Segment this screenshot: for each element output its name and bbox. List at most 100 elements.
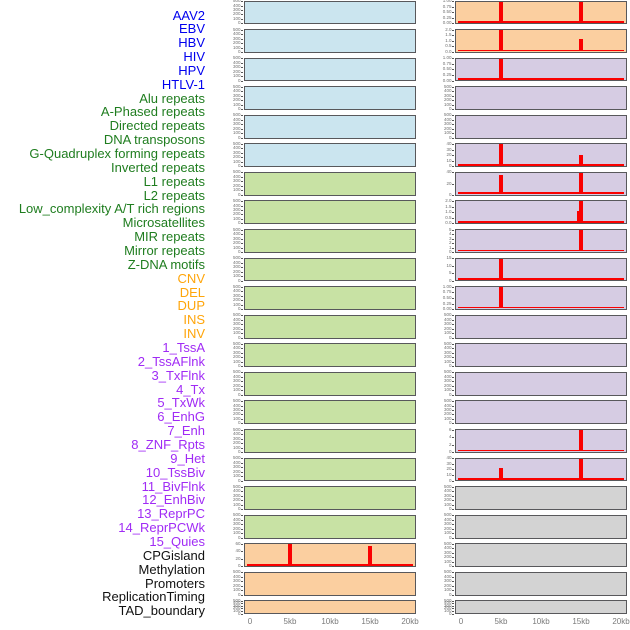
track-panel <box>455 200 627 225</box>
track-panel <box>244 371 416 396</box>
y-tick-mark <box>241 438 244 440</box>
y-tick-label: 100 <box>232 608 241 614</box>
y-tick-label: 500 <box>443 83 452 89</box>
signal-spike <box>579 201 583 223</box>
y-tick-label: 20 <box>446 466 452 472</box>
y-tick-label: 200 <box>443 497 452 503</box>
y-tick-label: 0 <box>237 591 241 597</box>
y-tick-mark <box>241 115 244 117</box>
track-panel <box>455 371 627 396</box>
y-tick-mark <box>452 590 455 592</box>
y-tick-mark <box>452 100 455 102</box>
y-tick-label: 0.00 <box>442 306 452 312</box>
y-tick-mark <box>241 495 244 497</box>
track-label: 4_Tx <box>176 381 205 397</box>
y-tick-mark <box>241 471 244 473</box>
y-tick-mark <box>452 605 455 607</box>
y-tick-label: 200 <box>232 68 241 74</box>
y-tick-label: 0 <box>237 334 241 340</box>
y-tick-label: 300 <box>443 521 452 527</box>
y-tick-mark <box>241 390 244 392</box>
y-tick-mark <box>452 463 455 465</box>
y-tick-mark <box>241 385 244 387</box>
track-panel <box>455 86 627 110</box>
y-tick-mark <box>452 201 455 202</box>
signal-spike <box>579 38 583 52</box>
y-tick-label: 200 <box>232 468 241 474</box>
track-label: AAV2 <box>172 7 205 23</box>
y-tick-label: 0 <box>448 610 452 616</box>
y-tick-label: 100 <box>232 158 241 164</box>
track-panel <box>244 400 416 425</box>
y-tick-mark <box>241 447 244 449</box>
y-tick-label: 200 <box>443 125 452 131</box>
y-tick-label: 400 <box>443 516 452 522</box>
signal-baseline <box>458 221 624 223</box>
track-label: A-Phased repeats <box>100 104 205 120</box>
y-tick-label: 400 <box>443 373 452 379</box>
y-tick-mark <box>241 304 244 306</box>
signal-spike <box>499 174 503 195</box>
y-tick-label: 30 <box>446 146 452 152</box>
y-tick-label: 100 <box>443 101 452 107</box>
y-tick-label: 1.5 <box>445 203 452 209</box>
y-tick-label: 0 <box>448 334 452 340</box>
y-tick-label: 40 <box>235 548 241 554</box>
y-tick-mark <box>452 80 455 82</box>
track-panel <box>244 429 416 453</box>
y-tick-mark <box>241 209 244 211</box>
y-tick-label: 0 <box>237 448 241 454</box>
y-tick-mark <box>241 91 244 93</box>
signal-baseline <box>458 49 624 52</box>
track-label: 13_ReprPC <box>137 506 205 522</box>
signal-spike <box>579 172 583 195</box>
y-tick-mark <box>241 205 244 207</box>
y-tick-label: 20 <box>446 180 452 186</box>
track-panel <box>455 257 627 282</box>
y-tick-mark <box>452 35 455 37</box>
y-tick-label: 0 <box>237 248 241 254</box>
track-panel <box>455 400 627 425</box>
y-tick-label: 300 <box>232 406 241 412</box>
y-tick-label: 0 <box>237 191 241 197</box>
y-tick-label: 500 <box>232 0 241 4</box>
y-tick-label: 200 <box>443 554 452 560</box>
y-tick-label: 400 <box>232 173 241 179</box>
y-tick-mark <box>452 217 455 219</box>
y-tick-label: 0.5 <box>445 43 452 49</box>
y-tick-mark <box>241 429 244 431</box>
y-tick-label: 0 <box>448 277 452 283</box>
y-tick-mark <box>452 23 455 25</box>
y-tick-mark <box>452 480 455 482</box>
track-panel <box>244 0 416 25</box>
y-tick-label: 400 <box>232 459 241 465</box>
y-tick-label: 300 <box>232 349 241 355</box>
y-tick-label: 300 <box>443 349 452 355</box>
y-tick-label: 500 <box>232 140 241 146</box>
y-tick-mark <box>452 172 455 174</box>
track-panel <box>244 543 416 568</box>
y-tick-label: 1.00 <box>442 55 452 61</box>
y-tick-label: 500 <box>232 26 241 32</box>
y-tick-mark <box>241 519 244 521</box>
y-tick-mark <box>452 429 455 431</box>
y-tick-mark <box>241 566 244 568</box>
y-tick-mark <box>452 91 455 93</box>
y-tick-mark <box>241 181 244 183</box>
y-tick-mark <box>241 34 244 35</box>
signal-spike <box>499 30 503 52</box>
y-tick-mark <box>452 495 455 497</box>
y-tick-mark <box>452 366 455 368</box>
y-tick-mark <box>241 451 244 453</box>
track-panel <box>244 143 416 168</box>
y-tick-mark <box>452 194 455 196</box>
y-tick-label: 100 <box>443 608 452 614</box>
y-tick-label: 0.50 <box>442 294 452 300</box>
y-tick-label: 0 <box>237 48 241 54</box>
y-tick-mark <box>452 611 455 612</box>
y-tick-mark <box>241 1 244 2</box>
track-label: 3_TxFlnk <box>151 367 205 383</box>
y-tick-mark <box>452 519 455 521</box>
y-tick-label: 200 <box>232 354 241 360</box>
y-tick-mark <box>452 74 455 76</box>
